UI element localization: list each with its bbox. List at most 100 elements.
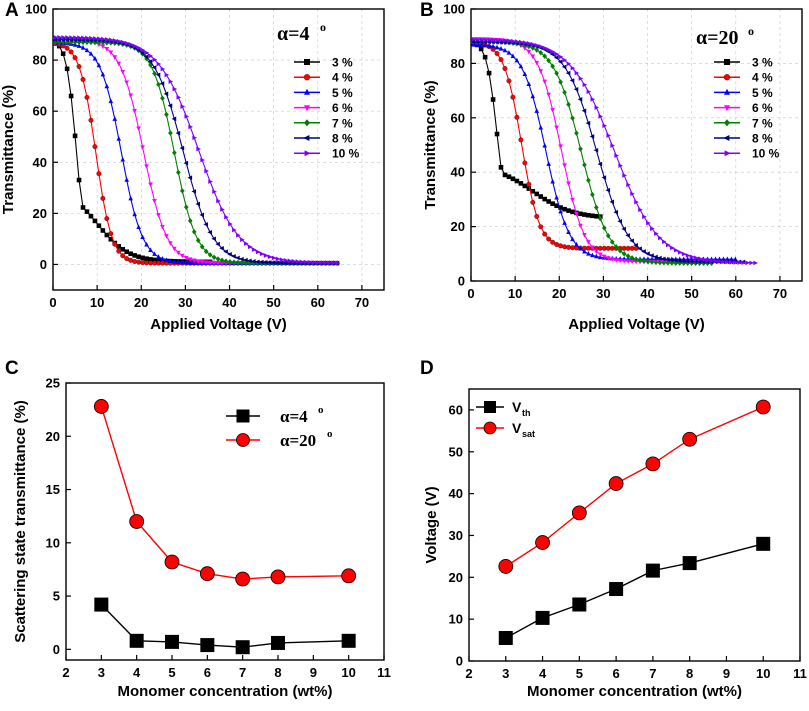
data-point — [594, 253, 599, 259]
data-point — [203, 260, 209, 265]
data-point — [129, 514, 145, 529]
data-point — [558, 144, 563, 149]
legend-marker — [724, 59, 730, 65]
data-point — [172, 246, 177, 252]
data-point — [236, 232, 241, 238]
data-point — [69, 35, 74, 40]
x-tick-label: 30 — [596, 286, 610, 301]
data-point — [116, 244, 122, 249]
data-point — [471, 36, 476, 42]
data-point — [92, 218, 98, 224]
data-point — [160, 256, 165, 261]
data-point — [116, 38, 122, 44]
data-point — [665, 257, 670, 262]
data-point — [494, 131, 500, 137]
legend-marker — [236, 433, 250, 447]
data-point — [156, 213, 161, 218]
data-point — [515, 39, 520, 44]
data-point — [697, 256, 703, 261]
series-4 — [470, 38, 714, 267]
data-point — [510, 94, 516, 100]
legend-label-sub: th — [522, 408, 531, 418]
data-point — [267, 254, 273, 260]
data-point — [120, 246, 126, 252]
legend-label: 6 % — [332, 101, 353, 115]
data-point — [625, 233, 630, 238]
data-point — [168, 79, 174, 84]
panel-b: B 0 10 20 30 40 50 60 70 0 20 40 60 80 100 Applied Volt… — [420, 0, 803, 333]
data-point — [649, 253, 654, 258]
data-point — [148, 53, 154, 59]
data-point — [486, 43, 492, 48]
data-point — [677, 249, 683, 255]
data-point — [104, 216, 110, 222]
data-point — [538, 224, 544, 230]
data-point — [713, 258, 719, 264]
data-point — [335, 260, 340, 266]
data-point — [637, 246, 642, 251]
data-point — [682, 556, 697, 571]
data-point — [270, 260, 276, 266]
data-point — [582, 212, 587, 217]
series-0 — [52, 40, 213, 265]
data-point — [144, 50, 150, 56]
data-point — [124, 177, 130, 182]
data-point — [749, 260, 755, 266]
data-point — [506, 174, 512, 180]
data-point — [598, 114, 604, 119]
data-point — [341, 568, 357, 584]
data-point — [470, 39, 476, 45]
legend-marker — [724, 88, 730, 95]
data-point — [156, 254, 161, 259]
data-point — [633, 259, 639, 265]
legend-label: α=20 — [280, 431, 316, 450]
data-point — [203, 248, 209, 255]
data-point — [112, 55, 118, 60]
legend-label: 8 % — [752, 132, 773, 146]
data-point — [275, 256, 281, 262]
y-tick-label: 0 — [456, 654, 463, 669]
data-point — [165, 634, 179, 649]
data-point — [550, 63, 555, 70]
data-point — [84, 209, 90, 214]
data-point — [180, 104, 186, 109]
data-point — [542, 79, 548, 85]
data-point — [498, 57, 504, 63]
data-point — [255, 259, 260, 265]
legend-label: 8 % — [332, 132, 353, 146]
data-point — [498, 165, 504, 170]
data-point — [522, 183, 528, 189]
data-point — [558, 205, 563, 210]
data-point — [211, 260, 217, 266]
data-point — [526, 181, 532, 187]
data-point — [653, 256, 659, 262]
data-point — [535, 610, 550, 625]
data-point — [129, 633, 144, 648]
data-point — [148, 182, 153, 188]
data-point — [136, 254, 141, 260]
series-line — [473, 41, 744, 263]
data-point — [566, 101, 571, 108]
data-point — [630, 191, 635, 197]
data-point — [108, 50, 114, 56]
data-point — [514, 178, 520, 184]
data-point — [156, 61, 162, 67]
data-point — [287, 258, 293, 264]
data-point — [211, 254, 217, 261]
data-point — [558, 79, 563, 85]
x-tick-label: 10 — [508, 286, 522, 301]
data-point — [534, 43, 540, 48]
legend-marker — [304, 150, 311, 157]
data-point — [645, 563, 660, 578]
data-point — [586, 89, 592, 94]
x-tick-label: 10 — [341, 665, 355, 680]
data-point — [235, 255, 240, 261]
data-point — [689, 254, 695, 260]
data-point — [128, 42, 134, 47]
y-tick-label: 0 — [40, 257, 47, 272]
data-point — [188, 124, 194, 130]
data-point — [502, 47, 508, 53]
data-point — [148, 257, 153, 262]
series-0 — [498, 536, 771, 645]
